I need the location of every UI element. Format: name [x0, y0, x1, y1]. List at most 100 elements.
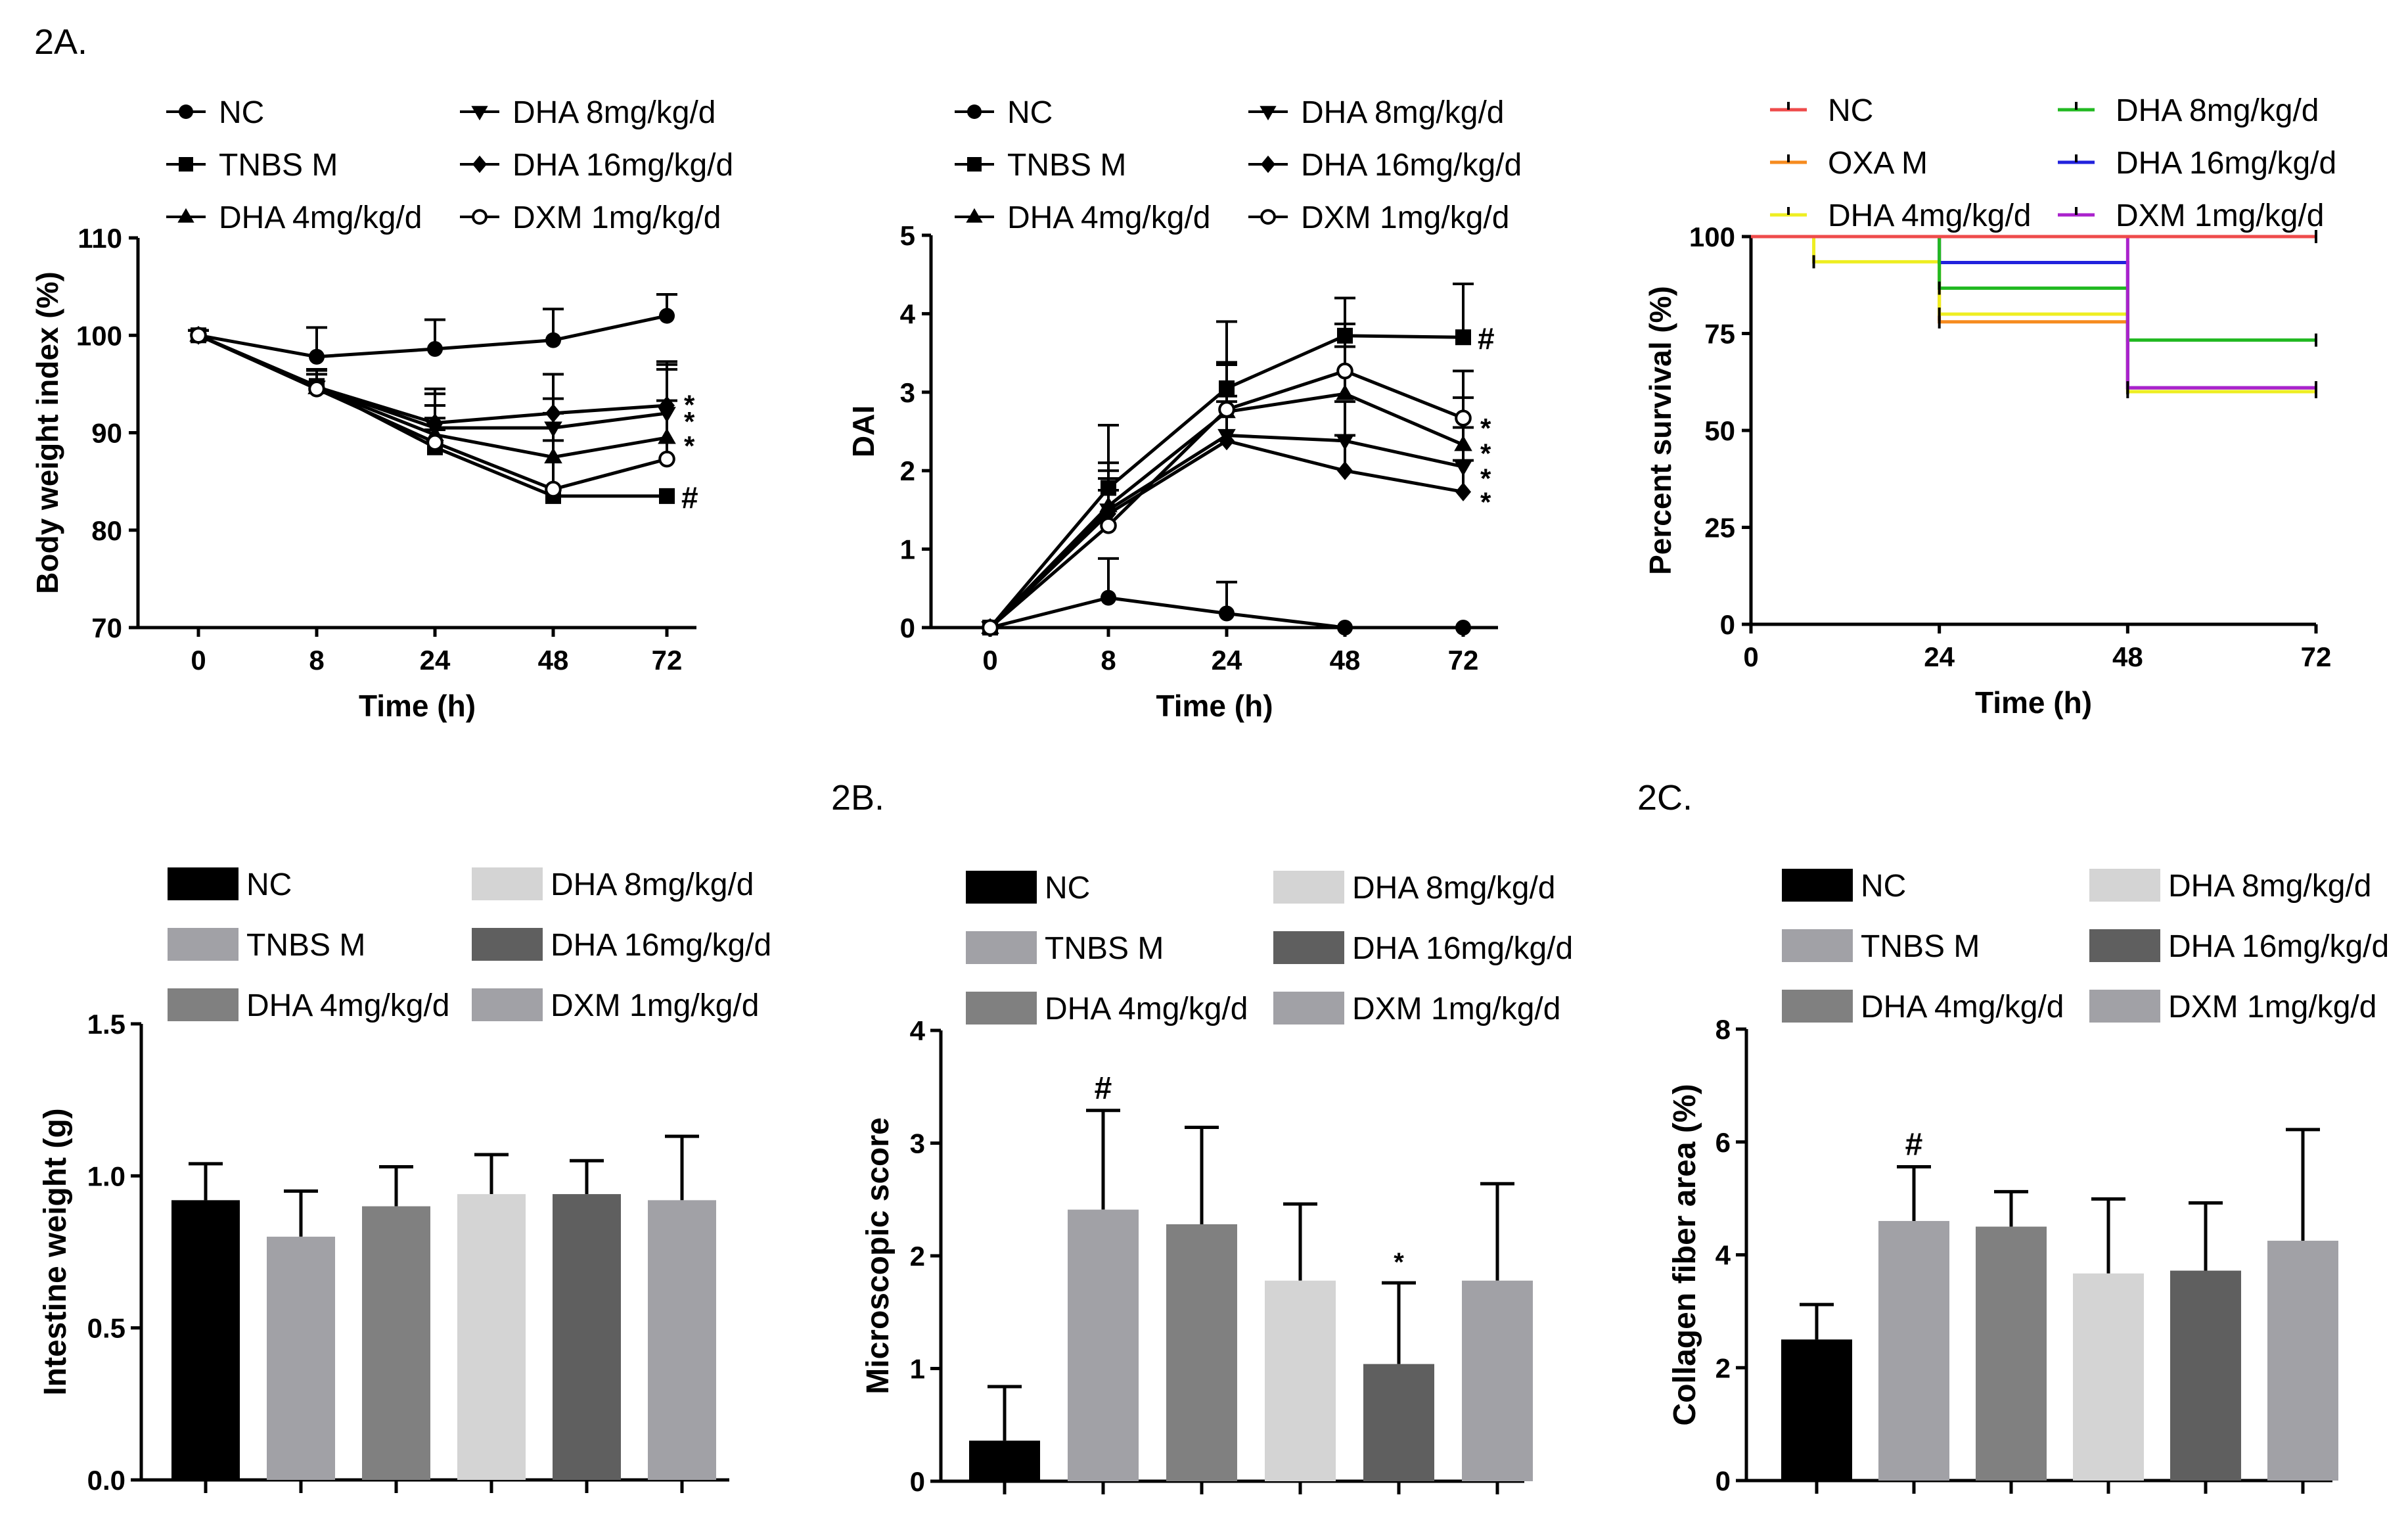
y-tick-label: 0.5	[87, 1313, 125, 1344]
bar-tnbs-m	[1068, 1209, 1139, 1481]
dai-chart: NC TNBS M DHA 4mg/kg/d DHA 8mg/kg/d DHA 16mg…	[846, 95, 1522, 723]
bar-dha-16mg-kg-d	[553, 1194, 621, 1480]
bar-tnbs-m	[1878, 1220, 1949, 1481]
y-axis-title: Body weight index (%)	[30, 271, 64, 594]
collagen-fiber-chart: NC TNBS M DHA 4mg/kg/d DHA 8mg/kg/d DHA 16mg…	[1668, 869, 2389, 1496]
x-tick-label: 48	[538, 645, 569, 676]
significance-mark: *	[1480, 463, 1491, 494]
legend-marker-dha-4mg-kg-d	[966, 208, 983, 223]
y-tick-label: 2	[900, 455, 915, 486]
y-tick-label: 0	[1720, 609, 1735, 640]
data-point-nc	[1101, 589, 1116, 606]
survival-line-dxm-1mg-kg-d	[1751, 235, 2316, 390]
y-tick-label: 25	[1704, 513, 1735, 543]
y-tick-label: 1	[900, 534, 915, 565]
legend-label-dha-4mg-kg-d: DHA 4mg/kg/d	[1007, 200, 1210, 235]
data-point-dxm-1mg-kg-d	[982, 619, 999, 636]
y-axis-title: Collagen fiber area (%)	[1668, 1084, 1702, 1425]
data-point-nc	[1219, 605, 1235, 622]
y-tick-label: 8	[1715, 1014, 1731, 1045]
legend-label-dha-4mg-kg-d: DHA 4mg/kg/d	[219, 200, 422, 235]
legend-swatch-tnbs-m	[966, 931, 1037, 964]
y-tick-label: 4	[900, 298, 916, 329]
legend-swatch-nc	[966, 871, 1037, 904]
survival-line-dha-16mg-kg-d	[1751, 235, 2316, 390]
y-tick-label: 1.0	[87, 1161, 125, 1191]
legend-label-tnbs-m: TNBS M	[1007, 148, 1126, 183]
y-tick-label: 4	[1715, 1240, 1731, 1271]
data-point-nc	[1455, 620, 1471, 635]
data-point-dha-4mg-kg-d	[1336, 384, 1354, 400]
data-point-dxm-1mg-kg-d	[658, 450, 675, 468]
data-point-nc	[545, 332, 561, 348]
legend-swatch-dha-4mg-kg-d	[168, 988, 239, 1021]
bar-dha-8mg-kg-d	[457, 1194, 526, 1480]
legend-marker-dha-8mg-kg-d	[1260, 106, 1277, 121]
legend-label-dxm-1mg-kg-d: DXM 1mg/kg/d	[2116, 198, 2324, 233]
legend-label-dha-8mg-kg-d: DHA 8mg/kg/d	[551, 867, 754, 902]
significance-mark: *	[684, 406, 695, 437]
legend-label-nc: NC	[246, 867, 292, 902]
legend-label-dha-16mg-kg-d: DHA 16mg/kg/d	[2116, 146, 2336, 181]
legend-marker-nc	[179, 104, 193, 119]
survival-line-dha-8mg-kg-d	[1751, 235, 2316, 342]
data-point-dxm-1mg-kg-d	[1336, 362, 1353, 380]
legend-swatch-dha-4mg-kg-d	[1782, 990, 1853, 1023]
y-tick-label: 3	[910, 1128, 925, 1159]
x-tick-label: 0	[1743, 641, 1758, 672]
x-axis-title: Time (h)	[1156, 689, 1273, 723]
y-tick-label: 0	[900, 612, 915, 643]
bar-nc	[969, 1440, 1040, 1481]
legend-label-dha-16mg-kg-d: DHA 16mg/kg/d	[551, 928, 771, 963]
survival-chart: NC OXA M DHA 4mg/kg/d DHA 8mg/kg/d DHA 16mg/…	[1643, 93, 2336, 720]
bar-nc	[171, 1200, 240, 1480]
data-point-tnbs-m	[659, 488, 675, 504]
y-tick-label: 50	[1704, 415, 1735, 446]
data-point-nc	[427, 341, 443, 357]
significance-mark: *	[684, 430, 695, 461]
survival-line-oxa-m	[1751, 235, 2316, 390]
x-tick-label: 0	[982, 645, 997, 676]
y-tick-label: 0	[910, 1466, 925, 1497]
y-tick-label: 100	[76, 320, 122, 351]
legend-label-tnbs-m: TNBS M	[219, 148, 338, 183]
body-weight-chart: NC TNBS M DHA 4mg/kg/d DHA 8mg/kg/d DHA 16mg…	[30, 95, 733, 723]
bar-dxm-1mg-kg-d	[1462, 1280, 1533, 1481]
legend-marker-dha-16mg-kg-d	[1261, 155, 1275, 173]
y-tick-label: 75	[1704, 319, 1735, 350]
data-point-tnbs-m	[1219, 380, 1235, 396]
y-axis-title: Microscopic score	[861, 1117, 896, 1394]
data-point-dxm-1mg-kg-d	[190, 327, 207, 344]
legend-swatch-tnbs-m	[168, 928, 239, 961]
y-tick-label: 90	[91, 418, 122, 449]
significance-mark: *	[1480, 486, 1491, 517]
legend-label-dxm-1mg-kg-d: DXM 1mg/kg/d	[1352, 992, 1560, 1026]
bar-dha-8mg-kg-d	[2073, 1273, 2144, 1481]
y-tick-label: 1	[910, 1354, 925, 1385]
legend-marker-dha-8mg-kg-d	[471, 106, 488, 121]
significance-mark: *	[1394, 1248, 1404, 1277]
data-point-tnbs-m	[1101, 480, 1116, 496]
legend-label-dxm-1mg-kg-d: DXM 1mg/kg/d	[512, 200, 721, 235]
legend-label-dxm-1mg-kg-d: DXM 1mg/kg/d	[551, 988, 759, 1023]
legend-label-dha-8mg-kg-d: DHA 8mg/kg/d	[512, 95, 716, 130]
legend-label-tnbs-m: TNBS M	[246, 928, 365, 963]
legend-marker-tnbs-m	[179, 157, 193, 172]
legend-marker-nc	[967, 104, 982, 119]
data-point-dha-16mg-kg-d	[1337, 461, 1353, 480]
panel-label-2c: 2C.	[1637, 778, 1692, 818]
bar-nc	[1781, 1339, 1852, 1481]
bar-tnbs-m	[267, 1236, 335, 1480]
legend-swatch-dxm-1mg-kg-d	[2089, 990, 2160, 1023]
x-tick-label: 48	[1330, 645, 1361, 676]
legend-swatch-dha-16mg-kg-d	[2089, 929, 2160, 962]
legend-label-dha-8mg-kg-d: DHA 8mg/kg/d	[2116, 93, 2319, 128]
legend-label-dha-8mg-kg-d: DHA 8mg/kg/d	[1352, 871, 1555, 906]
significance-mark: #	[681, 480, 698, 515]
data-point-dxm-1mg-kg-d	[545, 480, 562, 498]
legend-swatch-dha-4mg-kg-d	[966, 992, 1037, 1025]
data-point-dha-8mg-kg-d	[544, 421, 562, 438]
legend-label-dha-4mg-kg-d: DHA 4mg/kg/d	[1045, 992, 1248, 1026]
legend-marker-dha-16mg-kg-d	[472, 155, 487, 173]
legend-label-dha-4mg-kg-d: DHA 4mg/kg/d	[1861, 990, 2064, 1025]
